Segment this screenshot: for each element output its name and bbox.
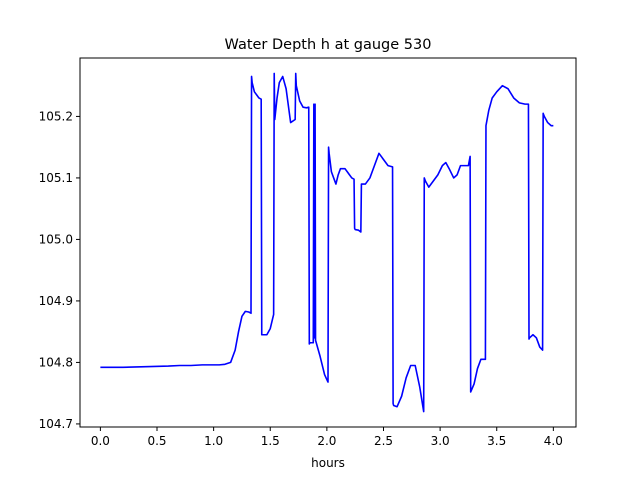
- y-tick-label: 104.8: [39, 355, 73, 369]
- y-tick-label: 104.7: [39, 417, 73, 431]
- x-tick-label: 4.0: [544, 434, 563, 448]
- plot-area: [100, 72, 554, 413]
- y-tick-label: 104.9: [39, 294, 73, 308]
- axes-frame: [79, 57, 577, 428]
- y-tick-label: 105.1: [39, 171, 73, 185]
- x-tick-label: 3.0: [431, 434, 450, 448]
- x-tick-label: 2.5: [374, 434, 393, 448]
- chart-title: Water Depth h at gauge 530: [225, 37, 432, 53]
- x-axis-label: hours: [311, 456, 345, 470]
- x-tick-label: 1.0: [204, 434, 223, 448]
- axes: 0.0 0.5 1.0 1.5 2.0 2.5 3.0 3.5 4.0 104.7 104.8 104…: [39, 57, 577, 448]
- x-tick-label: 0.0: [91, 434, 110, 448]
- y-tick-label: 105.0: [39, 232, 73, 246]
- x-tick-label: 2.0: [317, 434, 336, 448]
- x-tick-label: 3.5: [487, 434, 506, 448]
- y-tick-label: 105.2: [39, 109, 73, 123]
- x-tick-label: 0.5: [147, 434, 166, 448]
- x-tick-label: 1.5: [261, 434, 280, 448]
- series-line-1: [100, 72, 554, 413]
